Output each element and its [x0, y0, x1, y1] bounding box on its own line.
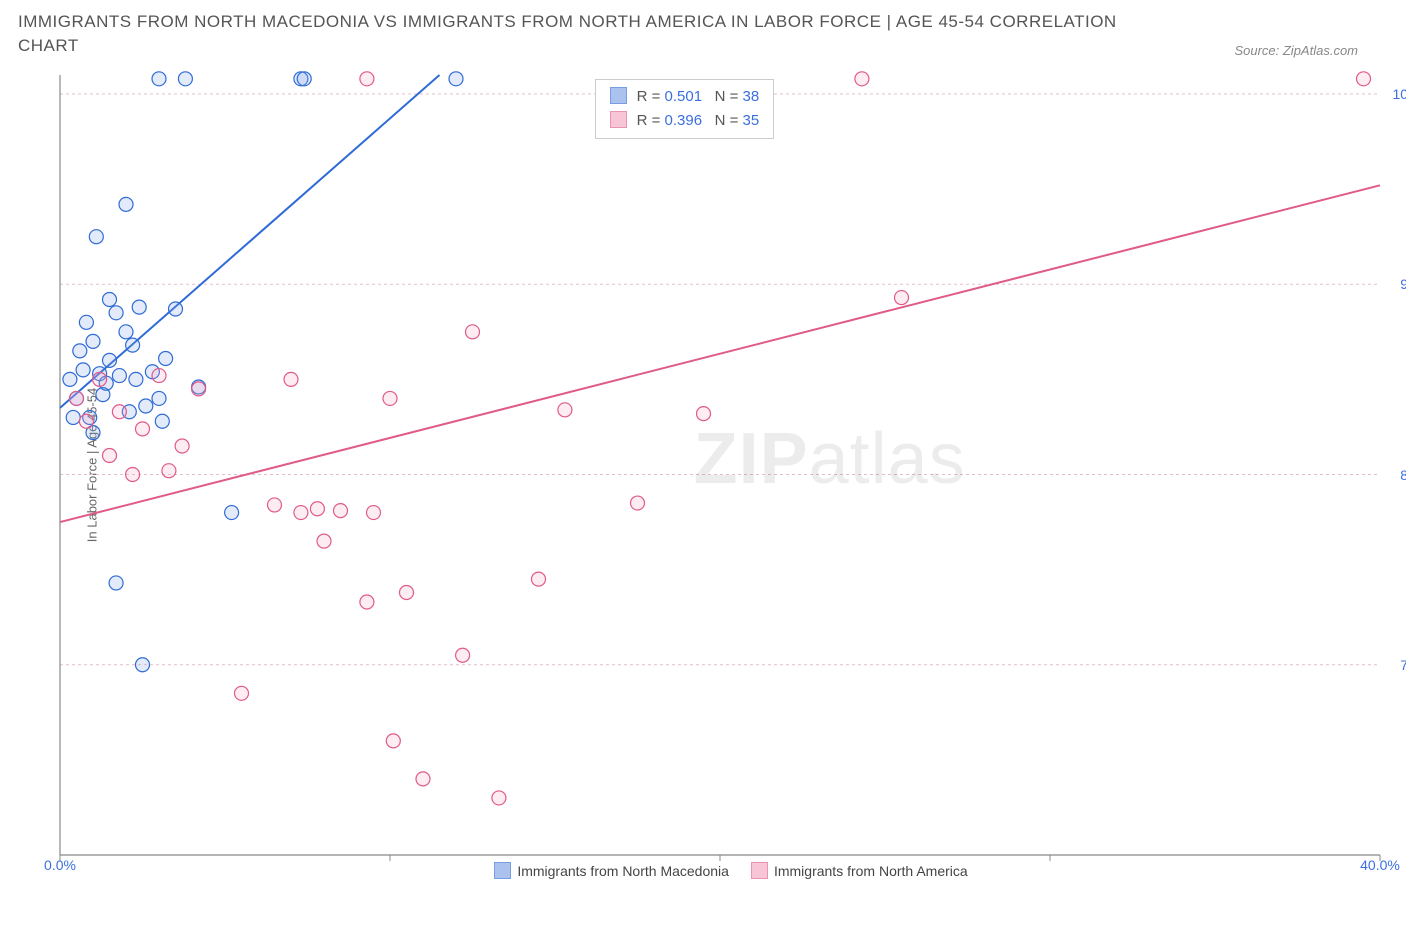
legend: Immigrants from North Macedonia Immigrant… [60, 862, 1380, 879]
y-tick-label: 90.0% [1400, 276, 1406, 292]
correlation-row: R = 0.396 N = 35 [610, 109, 760, 133]
legend-swatch [494, 862, 511, 879]
legend-swatch [751, 862, 768, 879]
correlation-box: R = 0.501 N = 38R = 0.396 N = 35 [595, 79, 775, 139]
scatter-plot: In Labor Force | Age 45-54 ZIPatlas R = … [60, 75, 1380, 855]
y-tick-label: 70.0% [1400, 657, 1406, 673]
y-tick-labels: 70.0% 80.0% 90.0% 100.0% [1385, 75, 1406, 855]
source-attribution: Source: ZipAtlas.com [1234, 43, 1388, 58]
y-tick-label: 100.0% [1393, 86, 1406, 102]
legend-label: Immigrants from North America [774, 863, 968, 879]
y-tick-label: 80.0% [1400, 467, 1406, 483]
chart-title: IMMIGRANTS FROM NORTH MACEDONIA VS IMMIG… [18, 10, 1118, 58]
correlation-row: R = 0.501 N = 38 [610, 85, 760, 109]
legend-label: Immigrants from North Macedonia [517, 863, 729, 879]
